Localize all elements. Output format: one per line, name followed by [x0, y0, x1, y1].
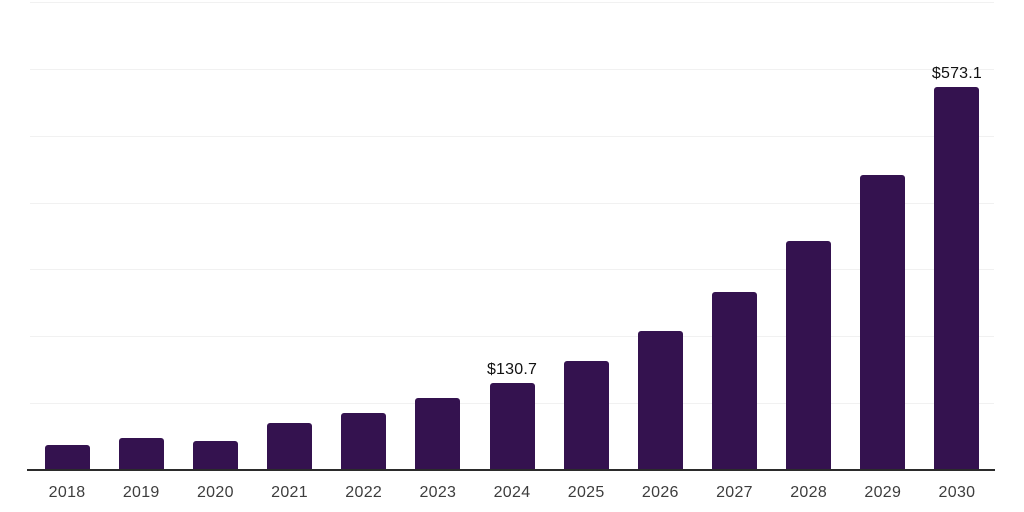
gridline [30, 135, 994, 137]
bar-column [772, 2, 846, 470]
bar-column [697, 2, 771, 470]
bar-2026 [637, 331, 683, 470]
x-tick-label: 2025 [567, 484, 605, 501]
bar-2023 [415, 398, 461, 470]
x-tick-label: 2030 [938, 484, 976, 501]
bar-2019 [118, 438, 164, 470]
bar-2021 [267, 422, 313, 470]
bar-2027 [711, 292, 757, 470]
bar-2020 [192, 440, 238, 470]
x-tick-label: 2024 [493, 484, 531, 501]
x-tick-label: 2022 [345, 484, 383, 501]
bar-column [30, 2, 104, 470]
bar-value-label: $130.7 [486, 360, 538, 378]
bar-2025 [563, 360, 609, 470]
bar-2022 [341, 412, 387, 470]
x-tick-label: 2019 [122, 484, 160, 501]
x-tick-label: 2020 [196, 484, 234, 501]
bar-2029 [860, 175, 906, 470]
bar-column [252, 2, 326, 470]
bar-column [104, 2, 178, 470]
bar-column [623, 2, 697, 470]
x-axis-line [27, 469, 995, 471]
bar-2024 [489, 382, 535, 470]
bar-column [846, 2, 920, 470]
x-tick-label: 2027 [716, 484, 753, 501]
x-tick-label: 2021 [271, 484, 308, 501]
x-tick-label: 2018 [48, 484, 86, 501]
x-tick-label: 2029 [864, 484, 902, 501]
x-tick-label: 2026 [641, 484, 679, 501]
gridline [30, 269, 994, 271]
bar-2030 [934, 86, 980, 470]
bar-column [327, 2, 401, 470]
bar-2018 [44, 444, 90, 470]
gridline [30, 336, 994, 338]
bar-column [178, 2, 252, 470]
bar-2028 [786, 240, 832, 470]
bar-column [549, 2, 623, 470]
plot-area: $130.7 $573.1 [27, 2, 995, 471]
bars-container: $130.7 $573.1 [30, 2, 994, 470]
bar-column: $130.7 [475, 2, 549, 470]
bar-value-label: $573.1 [931, 64, 983, 82]
bar-column [401, 2, 475, 470]
x-axis-labels: 2018 2019 2020 2021 2022 2023 2024 2025 2026 2027… [30, 483, 994, 503]
bar-column: $573.1 [920, 2, 994, 470]
gridline [30, 68, 994, 70]
gridline [30, 202, 994, 204]
gridline [30, 2, 994, 3]
x-tick-label: 2023 [419, 484, 457, 501]
x-tick-label: 2028 [790, 484, 828, 501]
